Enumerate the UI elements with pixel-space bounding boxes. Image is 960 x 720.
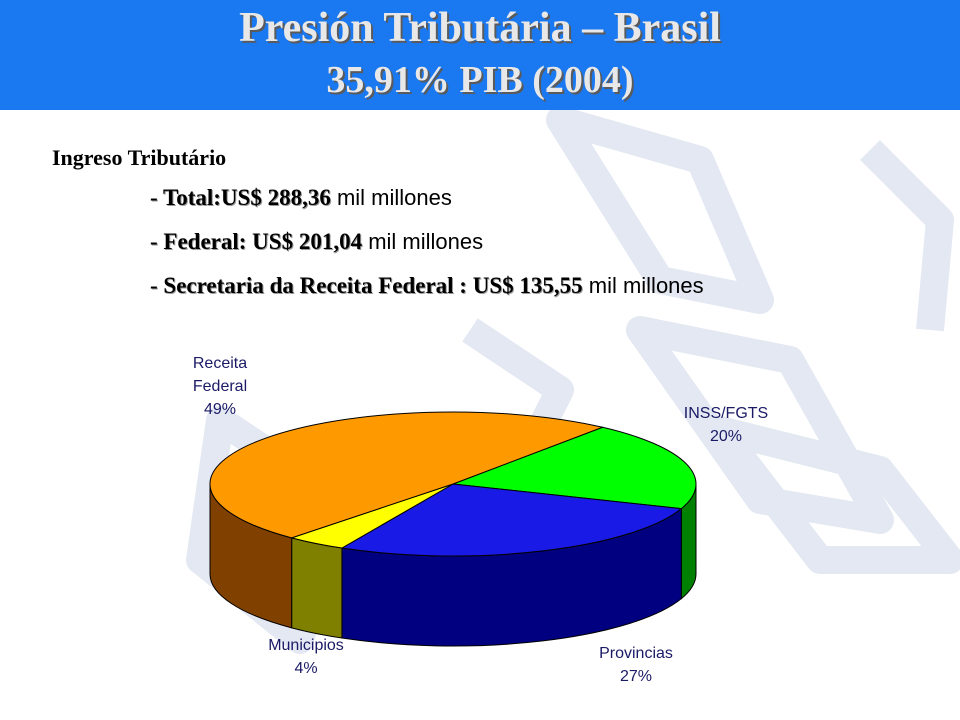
pie-label-0: INSS/FGTS 20% [684, 405, 768, 445]
pie-side-2 [291, 537, 343, 639]
bullet-federal-amount: - Federal: US$ 201,04 [150, 229, 363, 254]
revenue-summary: Ingreso Tributário - Total:US$ 288,36 mi… [52, 140, 952, 308]
bullet-total-unit: mil millones [330, 185, 452, 210]
pie-label-2: Municipios 4% [268, 637, 344, 677]
pie-slice-3 [209, 411, 605, 539]
pie-slice-0 [452, 426, 697, 510]
section-heading: Ingreso Tributário [52, 145, 227, 170]
pie-label-3: Receita Federal 49% [193, 355, 247, 418]
title-banner: Presión Tributária – Brasil 35,91% PIB (… [0, 0, 960, 110]
pie-label-1: Provincias 27% [599, 645, 673, 685]
bullet-receita: - Secretaria da Receita Federal : US$ 13… [150, 264, 960, 308]
bullet-total: - Total:US$ 288,36 mil millones [150, 176, 960, 220]
bullet-federal-unit: mil millones [362, 229, 484, 254]
slide-subtitle: 35,91% PIB (2004) [326, 59, 634, 101]
slide-title: Presión Tributária – Brasil [239, 5, 721, 51]
pie-slice-1 [340, 483, 683, 557]
bullet-total-amount: - Total:US$ 288,36 [150, 185, 331, 210]
bullet-receita-amount: - Secretaria da Receita Federal : US$ 13… [150, 273, 583, 298]
bullet-receita-unit: mil millones [582, 273, 704, 298]
bullet-federal: - Federal: US$ 201,04 mil millones [150, 220, 960, 264]
